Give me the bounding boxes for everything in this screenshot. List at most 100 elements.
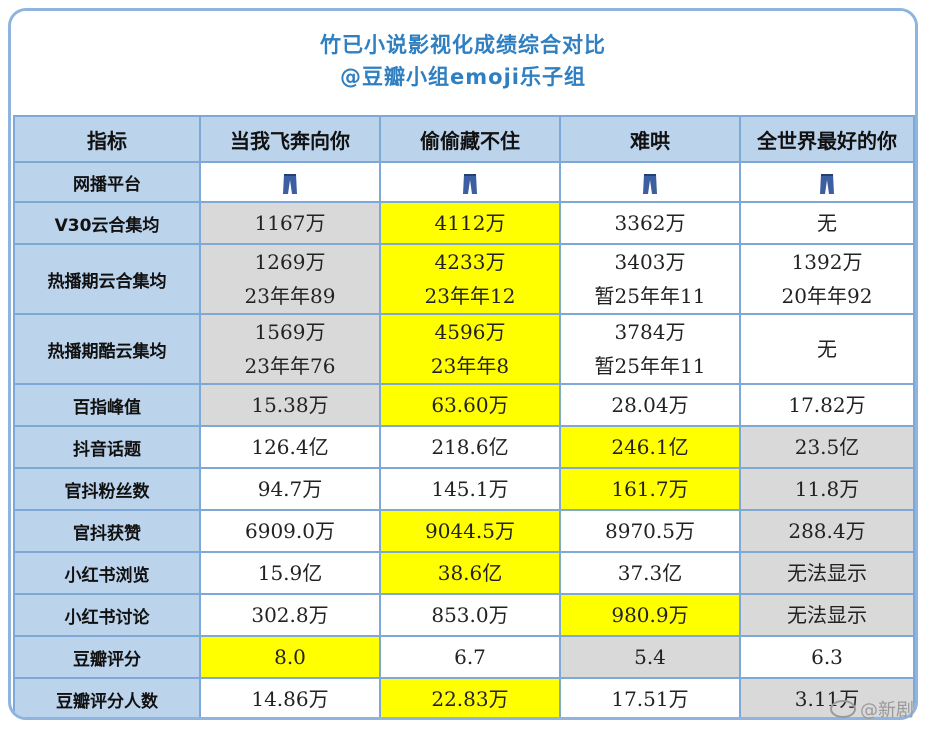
table-cell: 302.8万 — [199, 593, 381, 637]
table-cell: 15.9亿 — [199, 551, 381, 595]
table-row: 小红书讨论 302.8万 853.0万 980.9万 无法显示 — [13, 593, 915, 637]
table-cell: 5.4 — [559, 635, 741, 679]
cell-value: 23年年76 — [244, 354, 336, 378]
header-drama-4: 全世界最好的你 — [739, 115, 915, 163]
comparison-table: 指标 当我飞奔向你 偷偷藏不住 难哄 全世界最好的你 网播平台 V30云合集均 11… — [13, 115, 915, 717]
table-row: 豆瓣评分 8.0 6.7 5.4 6.3 — [13, 635, 915, 679]
table-cell: 4596万 23年年8 — [379, 313, 561, 385]
cell-value: 1392万 — [791, 250, 863, 274]
row-label: 官抖粉丝数 — [13, 467, 201, 511]
cell-value: 3362万 — [614, 211, 686, 235]
cell-value: 11.8万 — [794, 477, 860, 501]
cell-value: 853.0万 — [431, 603, 509, 627]
cell-value: 23年年8 — [430, 354, 510, 378]
cell-value: 20年年92 — [781, 284, 873, 308]
table-cell: 17.51万 — [559, 677, 741, 717]
table-cell: 288.4万 — [739, 509, 915, 553]
cell-value: 145.1万 — [431, 477, 509, 501]
table-cell: 无 — [739, 201, 915, 245]
jeans-icon — [643, 173, 657, 194]
table-cell: 218.6亿 — [379, 425, 561, 469]
cell-value: 4233万 — [434, 250, 506, 274]
cell-value: 1269万 — [254, 250, 326, 274]
cell-value: 无 — [817, 337, 837, 361]
table-cell: 246.1亿 — [559, 425, 741, 469]
cell-value: 17.82万 — [788, 393, 866, 417]
table-cell — [559, 161, 741, 203]
table-cell: 17.82万 — [739, 383, 915, 427]
table-cell: 4112万 — [379, 201, 561, 245]
cell-value: 暂25年年11 — [594, 284, 706, 308]
row-label: 热播期云合集均 — [13, 243, 201, 315]
table-cell: 145.1万 — [379, 467, 561, 511]
table-cell — [379, 161, 561, 203]
table-cell: 28.04万 — [559, 383, 741, 427]
cell-value: 63.60万 — [431, 393, 509, 417]
table-row: 网播平台 — [13, 161, 915, 203]
cell-value: 暂25年年11 — [594, 354, 706, 378]
row-label: 热播期酷云集均 — [13, 313, 201, 385]
table-cell: 14.86万 — [199, 677, 381, 717]
cell-value: 4596万 — [434, 320, 506, 344]
title-area: 竹已小说影视化成绩综合对比 @豆瓣小组emoji乐子组 — [11, 11, 915, 111]
table-cell: 1269万 23年年89 — [199, 243, 381, 315]
jeans-icon — [283, 173, 297, 194]
row-label: 网播平台 — [13, 161, 201, 203]
cell-value: 无 — [817, 211, 837, 235]
table-row: 抖音话题 126.4亿 218.6亿 246.1亿 23.5亿 — [13, 425, 915, 469]
table-row: 百指峰值 15.38万 63.60万 28.04万 17.82万 — [13, 383, 915, 427]
row-label: 小红书浏览 — [13, 551, 201, 595]
row-label: V30云合集均 — [13, 201, 201, 245]
table-cell: 37.3亿 — [559, 551, 741, 595]
cell-value: 15.9亿 — [257, 561, 323, 585]
weibo-logo-icon — [830, 700, 856, 718]
cell-value: 302.8万 — [251, 603, 329, 627]
table-cell: 15.38万 — [199, 383, 381, 427]
cell-value: 无法显示 — [787, 561, 867, 585]
cell-value: 17.51万 — [611, 687, 689, 711]
row-label: 小红书讨论 — [13, 593, 201, 637]
table-cell: 126.4亿 — [199, 425, 381, 469]
table-row: 热播期云合集均 1269万 23年年89 4233万 23年年12 3403万暂25年年1… — [13, 243, 915, 315]
cell-value: 无法显示 — [787, 603, 867, 627]
cell-value: 4112万 — [434, 211, 506, 235]
cell-value: 23年年89 — [244, 284, 336, 308]
table-cell: 8970.5万 — [559, 509, 741, 553]
table-row: 小红书浏览 15.9亿 38.6亿 37.3亿 无法显示 — [13, 551, 915, 595]
cell-value: 37.3亿 — [617, 561, 683, 585]
table-cell: 1167万 — [199, 201, 381, 245]
cell-value: 8.0 — [274, 645, 306, 669]
cell-value: 288.4万 — [788, 519, 866, 543]
table-cell: 38.6亿 — [379, 551, 561, 595]
table-cell: 23.5亿 — [739, 425, 915, 469]
cell-value: 22.83万 — [431, 687, 509, 711]
table-cell: 3362万 — [559, 201, 741, 245]
table-cell: 3403万暂25年年11 — [559, 243, 741, 315]
weibo-watermark: @新剧 — [830, 696, 914, 722]
main-title: 竹已小说影视化成绩综合对比 — [320, 33, 606, 57]
table-cell: 853.0万 — [379, 593, 561, 637]
table-row: 豆瓣评分人数 14.86万 22.83万 17.51万 3.11万 — [13, 677, 915, 717]
table-row: 官抖粉丝数 94.7万 145.1万 161.7万 11.8万 — [13, 467, 915, 511]
table-cell: 无法显示 — [739, 593, 915, 637]
cell-value: 94.7万 — [257, 477, 323, 501]
table-cell: 3784万 暂25年年11 — [559, 313, 741, 385]
header-drama-2: 偷偷藏不住 — [379, 115, 561, 163]
cell-value: 5.4 — [634, 645, 666, 669]
table-cell — [739, 161, 915, 203]
table-cell: 无法显示 — [739, 551, 915, 595]
table-cell: 22.83万 — [379, 677, 561, 717]
cell-value: 23年年12 — [424, 284, 516, 308]
cell-value: 6.7 — [454, 645, 486, 669]
table-cell: 6.3 — [739, 635, 915, 679]
cell-value: 980.9万 — [611, 603, 689, 627]
jeans-icon — [820, 173, 834, 194]
table-cell: 4233万 23年年12 — [379, 243, 561, 315]
table-cell — [199, 161, 381, 203]
table-cell: 3.11万 — [739, 677, 915, 717]
cell-value: 1167万 — [254, 211, 326, 235]
row-label: 豆瓣评分 — [13, 635, 201, 679]
row-label: 官抖获赞 — [13, 509, 201, 553]
cell-value: 3403万 — [614, 250, 686, 274]
table-cell: 8.0 — [199, 635, 381, 679]
